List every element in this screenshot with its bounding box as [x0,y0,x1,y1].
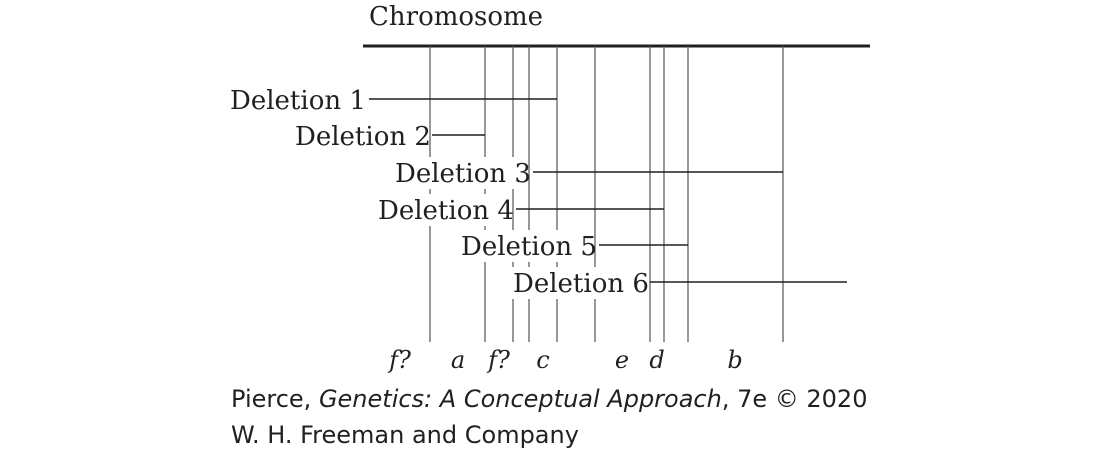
deletion-4-label-bg [375,194,509,226]
gene-label-b: b [727,346,742,374]
gene-label-e: e [615,346,629,374]
chromosome-label: Chromosome [369,2,543,32]
deletion-1-label-bg [227,84,365,116]
deletion-3-label-bg [392,157,526,189]
deletion-5-label-bg [458,230,592,262]
credit-edition: , 7e © 2020 [721,385,868,413]
credit-line-source: Pierce, Genetics: A Conceptual Approach,… [231,385,867,413]
gene-label-c: c [536,346,549,374]
deletion-1-label: Deletion 1 [230,86,366,116]
deletion-5-label: Deletion 5 [461,232,597,262]
credit-publisher: W. H. Freeman and Company [231,421,579,449]
gene-label-d: d [649,346,664,374]
deletion-4-label: Deletion 4 [378,196,514,226]
credit-book-title: Genetics: A Conceptual Approach [318,385,722,413]
deletion-2-label-bg [292,120,426,152]
gene-label-a: a [451,346,465,374]
gene-label-f1: f? [387,346,411,374]
deletion-2-label: Deletion 2 [295,122,431,152]
deletion-3-label: Deletion 3 [395,159,531,189]
deletion-6-label: Deletion 6 [513,269,649,299]
deletion-6-label-bg [510,267,644,299]
credit-author: Pierce, [231,385,319,413]
gene-label-f2: f? [486,346,510,374]
